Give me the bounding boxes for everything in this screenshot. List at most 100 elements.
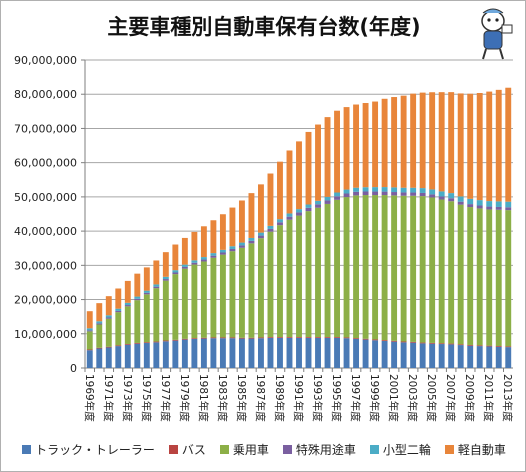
bar-segment [495, 345, 502, 347]
bar-segment [353, 338, 360, 368]
bar-segment [258, 184, 264, 233]
bar-segment [191, 260, 198, 263]
bar-segment [324, 203, 331, 338]
bar-segment [229, 337, 236, 339]
y-tick-label: 90,000,000 [14, 54, 77, 67]
bar-segment [115, 308, 122, 311]
bar-segment [286, 216, 293, 220]
bar-segment [334, 337, 340, 368]
bar-segment [296, 215, 302, 338]
bar-segment [153, 286, 160, 289]
bar-segment [229, 246, 236, 249]
bar-segment [486, 201, 493, 207]
chart-plot: 0 10,000,000 20,000,000 30,000,000 40,000,00… [14, 54, 514, 422]
bar-segment [324, 117, 331, 197]
x-tick-label: 1997年度 [349, 374, 362, 422]
bar-segment [324, 196, 331, 201]
bar-segment [410, 341, 417, 343]
bar-segment [457, 344, 464, 346]
bar-segment [381, 98, 388, 188]
bar-segment [267, 225, 274, 229]
bar-segment [334, 199, 340, 338]
bar-segment [191, 231, 198, 261]
bar-segment [248, 337, 255, 339]
bar-segment [277, 337, 283, 338]
bar-segment [353, 195, 360, 339]
bar-segment [296, 141, 302, 210]
bar-segment [181, 266, 188, 269]
bar-segment [86, 311, 93, 329]
bar-segment [115, 312, 122, 346]
bar-segment [277, 222, 283, 226]
bar-segment [115, 345, 122, 347]
bar-segment [258, 337, 264, 339]
bar-segment [115, 346, 122, 368]
bar-segment [467, 207, 474, 345]
legend-swatch [282, 445, 292, 454]
bar-segment [105, 346, 112, 348]
x-tick-label: 1981年度 [197, 374, 210, 422]
x-tick-label: 1973年度 [121, 374, 134, 422]
bar-segment [343, 338, 350, 368]
bar-segment [429, 343, 436, 368]
bar-segment [134, 296, 141, 299]
bar-segment [343, 337, 350, 339]
bar-segment [134, 298, 141, 301]
bar-segment [200, 337, 207, 339]
bar-segment [315, 124, 321, 201]
bar-segment [410, 342, 417, 368]
bar-segment [495, 346, 502, 368]
x-tick-label: 1985年度 [235, 374, 248, 422]
legend-item: バス [168, 441, 206, 458]
bar-segment [124, 343, 131, 345]
bar-segment [476, 345, 483, 347]
bar-segment [505, 210, 512, 347]
bar-segment [96, 323, 103, 325]
bar-segment [362, 338, 369, 340]
bar-segment [305, 204, 312, 208]
bar-segment [438, 343, 445, 345]
bar-segment [286, 219, 293, 338]
bar-segment [134, 343, 141, 368]
bar-segment [343, 193, 350, 198]
bar-segment [362, 187, 369, 192]
x-tick-label: 1977年度 [159, 374, 172, 422]
bar-segment [181, 264, 188, 267]
bar-segment [353, 187, 360, 192]
bar-segment [191, 264, 198, 339]
bar-segment [419, 343, 426, 368]
bar-segment [324, 337, 331, 338]
bar-segment [486, 346, 493, 368]
bar-segment [448, 92, 455, 194]
bar-segment [267, 337, 274, 368]
bar-segment [362, 103, 369, 188]
x-tick-label: 1993年度 [311, 374, 324, 422]
bar-segment [419, 188, 426, 193]
legend-label: 小型二輪 [382, 443, 431, 457]
bar-segment [486, 209, 493, 346]
bar-segment [400, 195, 407, 342]
bar-segment [134, 273, 141, 297]
bar-segment [381, 340, 388, 341]
bar-segment [429, 342, 436, 344]
bar-segment [467, 204, 474, 208]
legend-item: 軽自動車 [444, 441, 506, 458]
legend-label: バス [181, 443, 206, 457]
y-tick-label: 10,000,000 [14, 328, 77, 341]
bar-segment [467, 198, 474, 205]
bar-segment [429, 92, 436, 190]
bar-segment [410, 195, 417, 342]
bar-segment [324, 200, 331, 204]
bar-segment [391, 187, 398, 193]
chart-legend: トラック・トレーラー バス 乗用車 特殊用途車 小型二輪 軽自動車 [1, 441, 526, 458]
bar-segment [105, 317, 112, 319]
bar-segment [353, 104, 360, 188]
bar-segment [505, 347, 512, 368]
bar-segment [229, 251, 236, 338]
bar-segment [286, 337, 293, 368]
bar-segment [153, 341, 160, 343]
bar-segment [153, 288, 160, 342]
bar-segment [162, 252, 169, 277]
bar-segment [495, 209, 502, 346]
legend-swatch [22, 445, 32, 454]
